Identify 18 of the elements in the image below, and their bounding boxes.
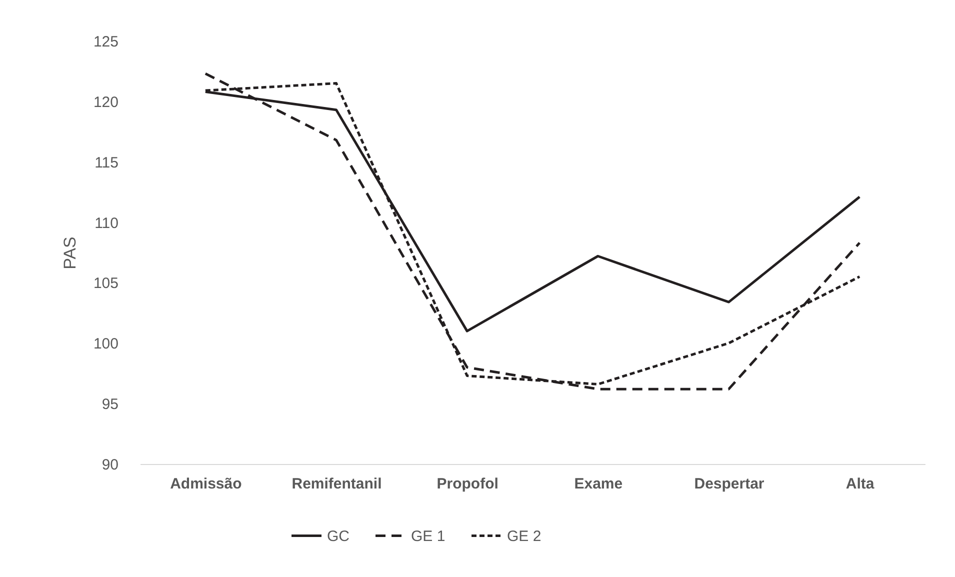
x-tick-label: Despertar [694,476,764,492]
x-tick-label: Admissão [170,476,242,492]
x-tick-label: Exame [574,476,623,492]
y-tick-label: 95 [102,396,118,414]
y-tick-label: 100 [93,336,118,353]
y-tick-label: 90 [102,456,118,474]
x-tick-label: Remifentanil [292,476,382,492]
x-tick-label: Propofol [436,476,498,492]
y-tick-label: 110 [94,214,118,232]
y-axis-title: PAS [60,236,80,270]
legend-label: GC [327,528,350,545]
legend-label: GE 2 [507,528,542,545]
y-tick-label: 120 [93,94,118,111]
y-tick-label: 105 [93,275,118,292]
x-tick-label: Alta [846,476,875,492]
y-tick-label: 125 [93,34,118,50]
y-tick-label: 115 [94,154,118,172]
legend-label: GE 1 [411,528,446,545]
